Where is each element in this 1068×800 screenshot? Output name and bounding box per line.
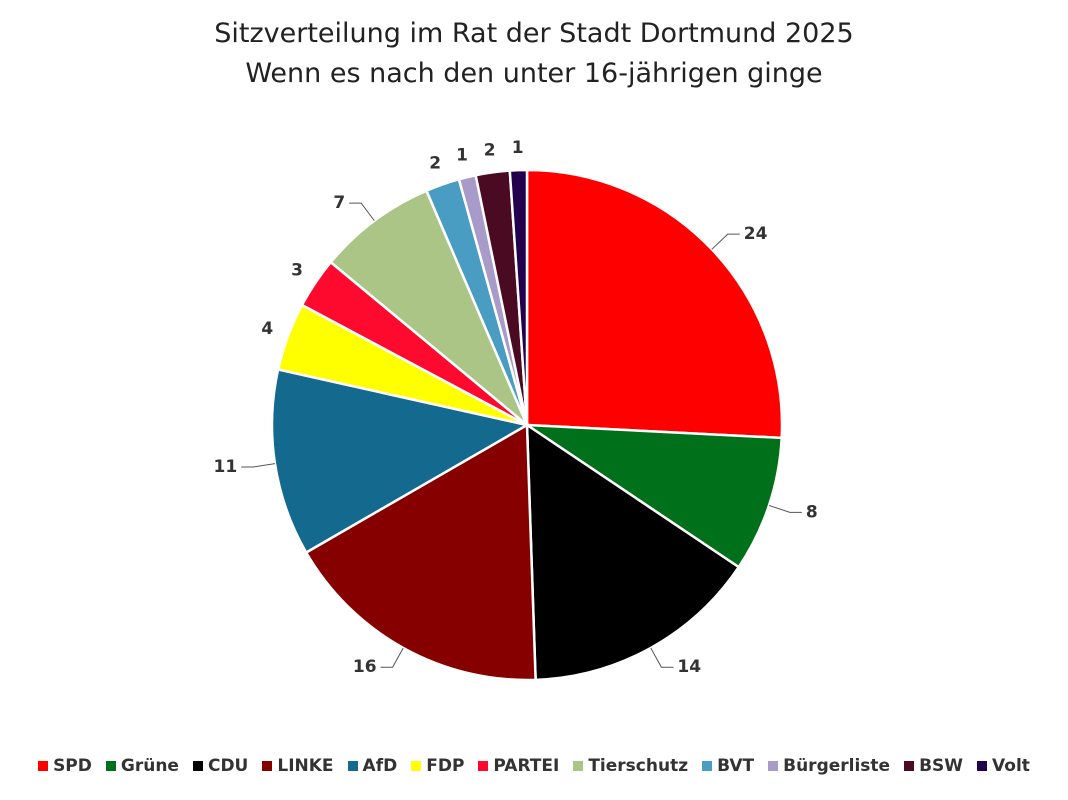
chart-legend: SPD Grüne CDU LINKE AfD FDP PARTEI Tierschutz BV… <box>0 756 1068 776</box>
legend-item-volt: Volt <box>977 756 1030 776</box>
legend-swatch <box>977 761 988 771</box>
data-label-bsw: 2 <box>484 141 496 161</box>
chart-title: Sitzverteilung im Rat der Stadt Dortmund… <box>214 18 854 49</box>
legend-label: Bürgerliste <box>783 756 891 776</box>
data-label-tierschutz: 7 <box>333 193 345 213</box>
data-label-spd: 24 <box>744 224 768 244</box>
leader-line-grune <box>768 504 802 513</box>
data-label-cdu: 14 <box>677 657 701 677</box>
leader-line-afd <box>241 463 276 468</box>
legend-item-fdp: FDP <box>411 756 464 776</box>
legend-swatch <box>347 761 358 771</box>
legend-label: CDU <box>207 756 249 776</box>
data-label-burgerliste: 1 <box>456 146 468 166</box>
legend-swatch <box>702 761 713 771</box>
legend-swatch <box>573 761 584 771</box>
legend-swatch <box>38 761 49 771</box>
legend-label: BVT <box>717 756 755 776</box>
legend-label: SPD <box>53 756 92 776</box>
data-label-afd: 11 <box>214 457 238 477</box>
legend-item-spd: SPD <box>38 756 92 776</box>
data-label-partei: 3 <box>291 261 303 281</box>
data-label-grune: 8 <box>806 502 818 522</box>
legend-label: BSW <box>919 756 964 776</box>
pie-slice-tierschutz <box>328 189 529 426</box>
legend-swatch <box>904 761 915 771</box>
pie-slice-cdu <box>525 422 741 682</box>
legend-item-partei: PARTEI <box>478 756 559 776</box>
legend-swatch <box>478 761 489 771</box>
legend-item-bvt: BVT <box>702 756 754 776</box>
legend-label: FDP <box>426 756 465 776</box>
pie-slice-grune <box>522 423 783 569</box>
leader-line-spd <box>711 233 740 250</box>
legend-swatch <box>768 761 779 771</box>
legend-item-linke: LINKE <box>262 756 334 776</box>
legend-label: LINKE <box>277 756 334 776</box>
legend-item-bsw: BSW <box>904 756 963 776</box>
legend-item-burgerliste: Bürgerliste <box>768 756 890 776</box>
legend-swatch <box>262 761 273 771</box>
data-label-fdp: 4 <box>261 319 273 339</box>
legend-label: AfD <box>362 756 398 776</box>
chart-subtitle: Wenn es nach den unter 16-jährigen ginge <box>245 58 823 89</box>
data-label-volt: 1 <box>512 138 524 158</box>
leader-line-linke <box>380 647 404 668</box>
pie-slice-afd <box>270 367 531 555</box>
pie-slice-spd <box>525 168 784 440</box>
legend-swatch <box>192 761 203 771</box>
legend-item-afd: AfD <box>347 756 398 776</box>
legend-swatch <box>411 761 422 771</box>
legend-item-tierschutz: Tierschutz <box>573 756 688 776</box>
legend-label: PARTEI <box>493 756 560 776</box>
legend-label: Volt <box>992 756 1030 776</box>
legend-label: Tierschutz <box>588 756 689 776</box>
legend-label: Grüne <box>120 756 179 776</box>
data-label-bvt: 2 <box>429 154 441 174</box>
pie-slice-linke <box>304 422 537 682</box>
data-label-linke: 16 <box>353 657 377 677</box>
pie-slice-volt <box>508 168 529 426</box>
legend-item-cdu: CDU <box>192 756 249 776</box>
leader-line-cdu <box>650 647 674 668</box>
legend-item-grune: Grüne <box>105 756 179 776</box>
legend-swatch <box>105 761 116 771</box>
leader-line-tierschutz <box>349 202 375 222</box>
